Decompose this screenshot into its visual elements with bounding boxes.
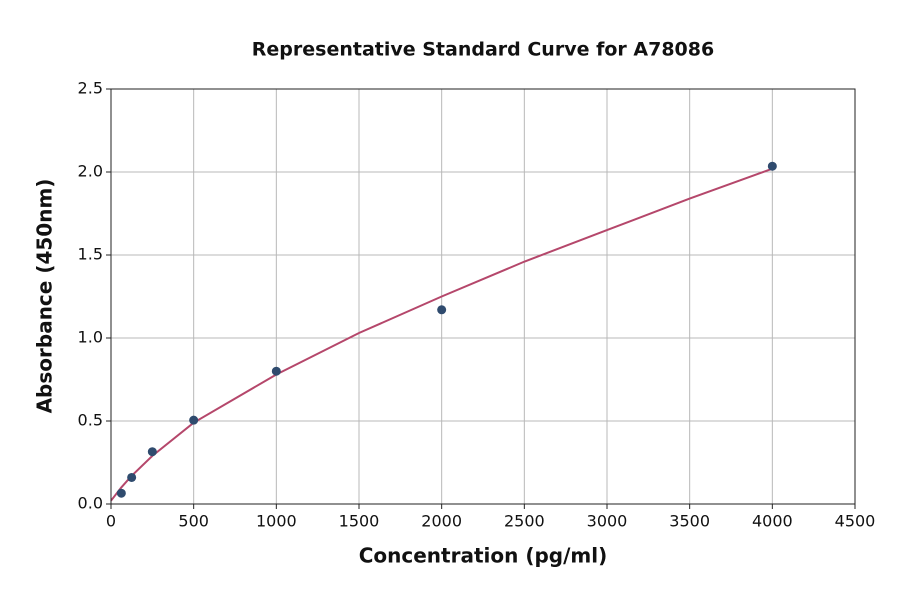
y-tick-label: 0.5 (78, 411, 103, 430)
x-axis-label: Concentration (pg/ml) (359, 544, 608, 568)
data-point (147, 447, 157, 457)
data-point (127, 472, 137, 482)
data-point (437, 305, 447, 315)
y-tick-label: 1.5 (78, 245, 103, 264)
x-tick-label: 2500 (504, 512, 545, 531)
x-tick-label: 4500 (835, 512, 876, 531)
y-tick-label: 2.0 (78, 162, 103, 181)
x-tick-label: 4000 (752, 512, 793, 531)
y-tick-label: 0.0 (78, 494, 103, 513)
y-tick-label: 1.0 (78, 328, 103, 347)
plot-frame (110, 88, 856, 505)
x-tick-label: 0 (106, 512, 116, 531)
y-axis-label: Absorbance (450nm) (33, 179, 57, 414)
x-tick-label: 3500 (669, 512, 710, 531)
x-tick-label: 3000 (587, 512, 628, 531)
x-tick-label: 1500 (339, 512, 380, 531)
data-point (271, 366, 281, 376)
data-point (767, 161, 777, 171)
grid (106, 88, 856, 509)
data-point (116, 488, 126, 498)
y-tick-label: 2.5 (78, 79, 103, 98)
x-tick-label: 2000 (421, 512, 462, 531)
x-tick-label: 1000 (256, 512, 297, 531)
chart-title: Representative Standard Curve for A78086 (252, 39, 714, 61)
x-tick-label: 500 (178, 512, 209, 531)
data-point (189, 415, 199, 425)
marks (110, 161, 777, 502)
